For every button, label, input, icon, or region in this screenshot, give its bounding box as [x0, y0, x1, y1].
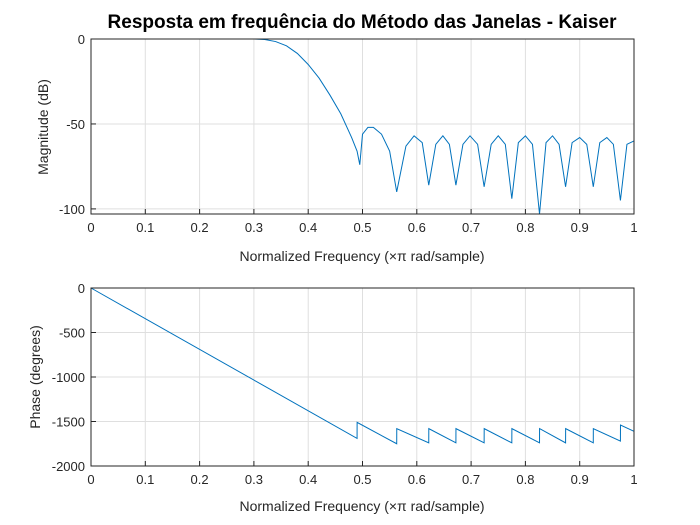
phase-xtick-label: 0.5: [353, 472, 371, 487]
magnitude-xtick-label: 0.3: [245, 220, 263, 235]
phase-xtick-label: 0.1: [136, 472, 154, 487]
magnitude-ytick-label: -50: [66, 117, 85, 132]
magnitude-xtick-label: 1: [630, 220, 637, 235]
phase-xtick-label: 0.4: [299, 472, 317, 487]
phase-xtick-label: 0.3: [245, 472, 263, 487]
phase-xtick-label: 0.7: [462, 472, 480, 487]
magnitude-ylabel: Magnitude (dB): [35, 79, 51, 175]
magnitude-ticks: 0 0.1 0.2 0.3 0.4 0.5 0.6 0.7 0.8 0.9 1 0 -50 -100: [59, 32, 638, 235]
magnitude-ytick-label: -100: [59, 202, 85, 217]
magnitude-xtick-label: 0.5: [353, 220, 371, 235]
phase-xtick-label: 0.2: [191, 472, 209, 487]
phase-xlabel: Normalized Frequency (×π rad/sample): [239, 498, 484, 514]
magnitude-ytick-label: 0: [78, 32, 85, 47]
phase-axes: 0 0.1 0.2 0.3 0.4 0.5 0.6 0.7 0.8 0.9 1 0 -500 -1000 -…: [27, 281, 638, 514]
phase-xtick-label: 0: [87, 472, 94, 487]
magnitude-xtick-label: 0.1: [136, 220, 154, 235]
phase-ytick-label: 0: [78, 281, 85, 296]
magnitude-xtick-label: 0.6: [408, 220, 426, 235]
phase-xtick-label: 1: [630, 472, 637, 487]
phase-ytick-label: -1000: [52, 370, 85, 385]
phase-ytick-label: -2000: [52, 459, 85, 474]
phase-xtick-label: 0.6: [408, 472, 426, 487]
magnitude-xtick-label: 0.9: [571, 220, 589, 235]
magnitude-xtick-label: 0.2: [191, 220, 209, 235]
phase-ylabel: Phase (degrees): [27, 325, 43, 429]
magnitude-line: [91, 38, 635, 215]
phase-ticks: 0 0.1 0.2 0.3 0.4 0.5 0.6 0.7 0.8 0.9 1 0 -500 -1000 -…: [52, 281, 638, 487]
magnitude-xtick-label: 0.7: [462, 220, 480, 235]
phase-ytick-label: -1500: [52, 415, 85, 430]
magnitude-xtick-label: 0: [87, 220, 94, 235]
phase-line: [90, 287, 635, 445]
magnitude-xtick-label: 0.4: [299, 220, 317, 235]
magnitude-xlabel: Normalized Frequency (×π rad/sample): [239, 248, 484, 264]
magnitude-xtick-label: 0.8: [516, 220, 534, 235]
phase-xtick-label: 0.9: [571, 472, 589, 487]
phase-ytick-label: -500: [59, 326, 85, 341]
figure-title: Resposta em frequência do Método das Jan…: [108, 12, 618, 33]
magnitude-axes: 0 0.1 0.2 0.3 0.4 0.5 0.6 0.7 0.8 0.9 1 0 -50 -100 No…: [35, 32, 638, 264]
phase-xtick-label: 0.8: [516, 472, 534, 487]
